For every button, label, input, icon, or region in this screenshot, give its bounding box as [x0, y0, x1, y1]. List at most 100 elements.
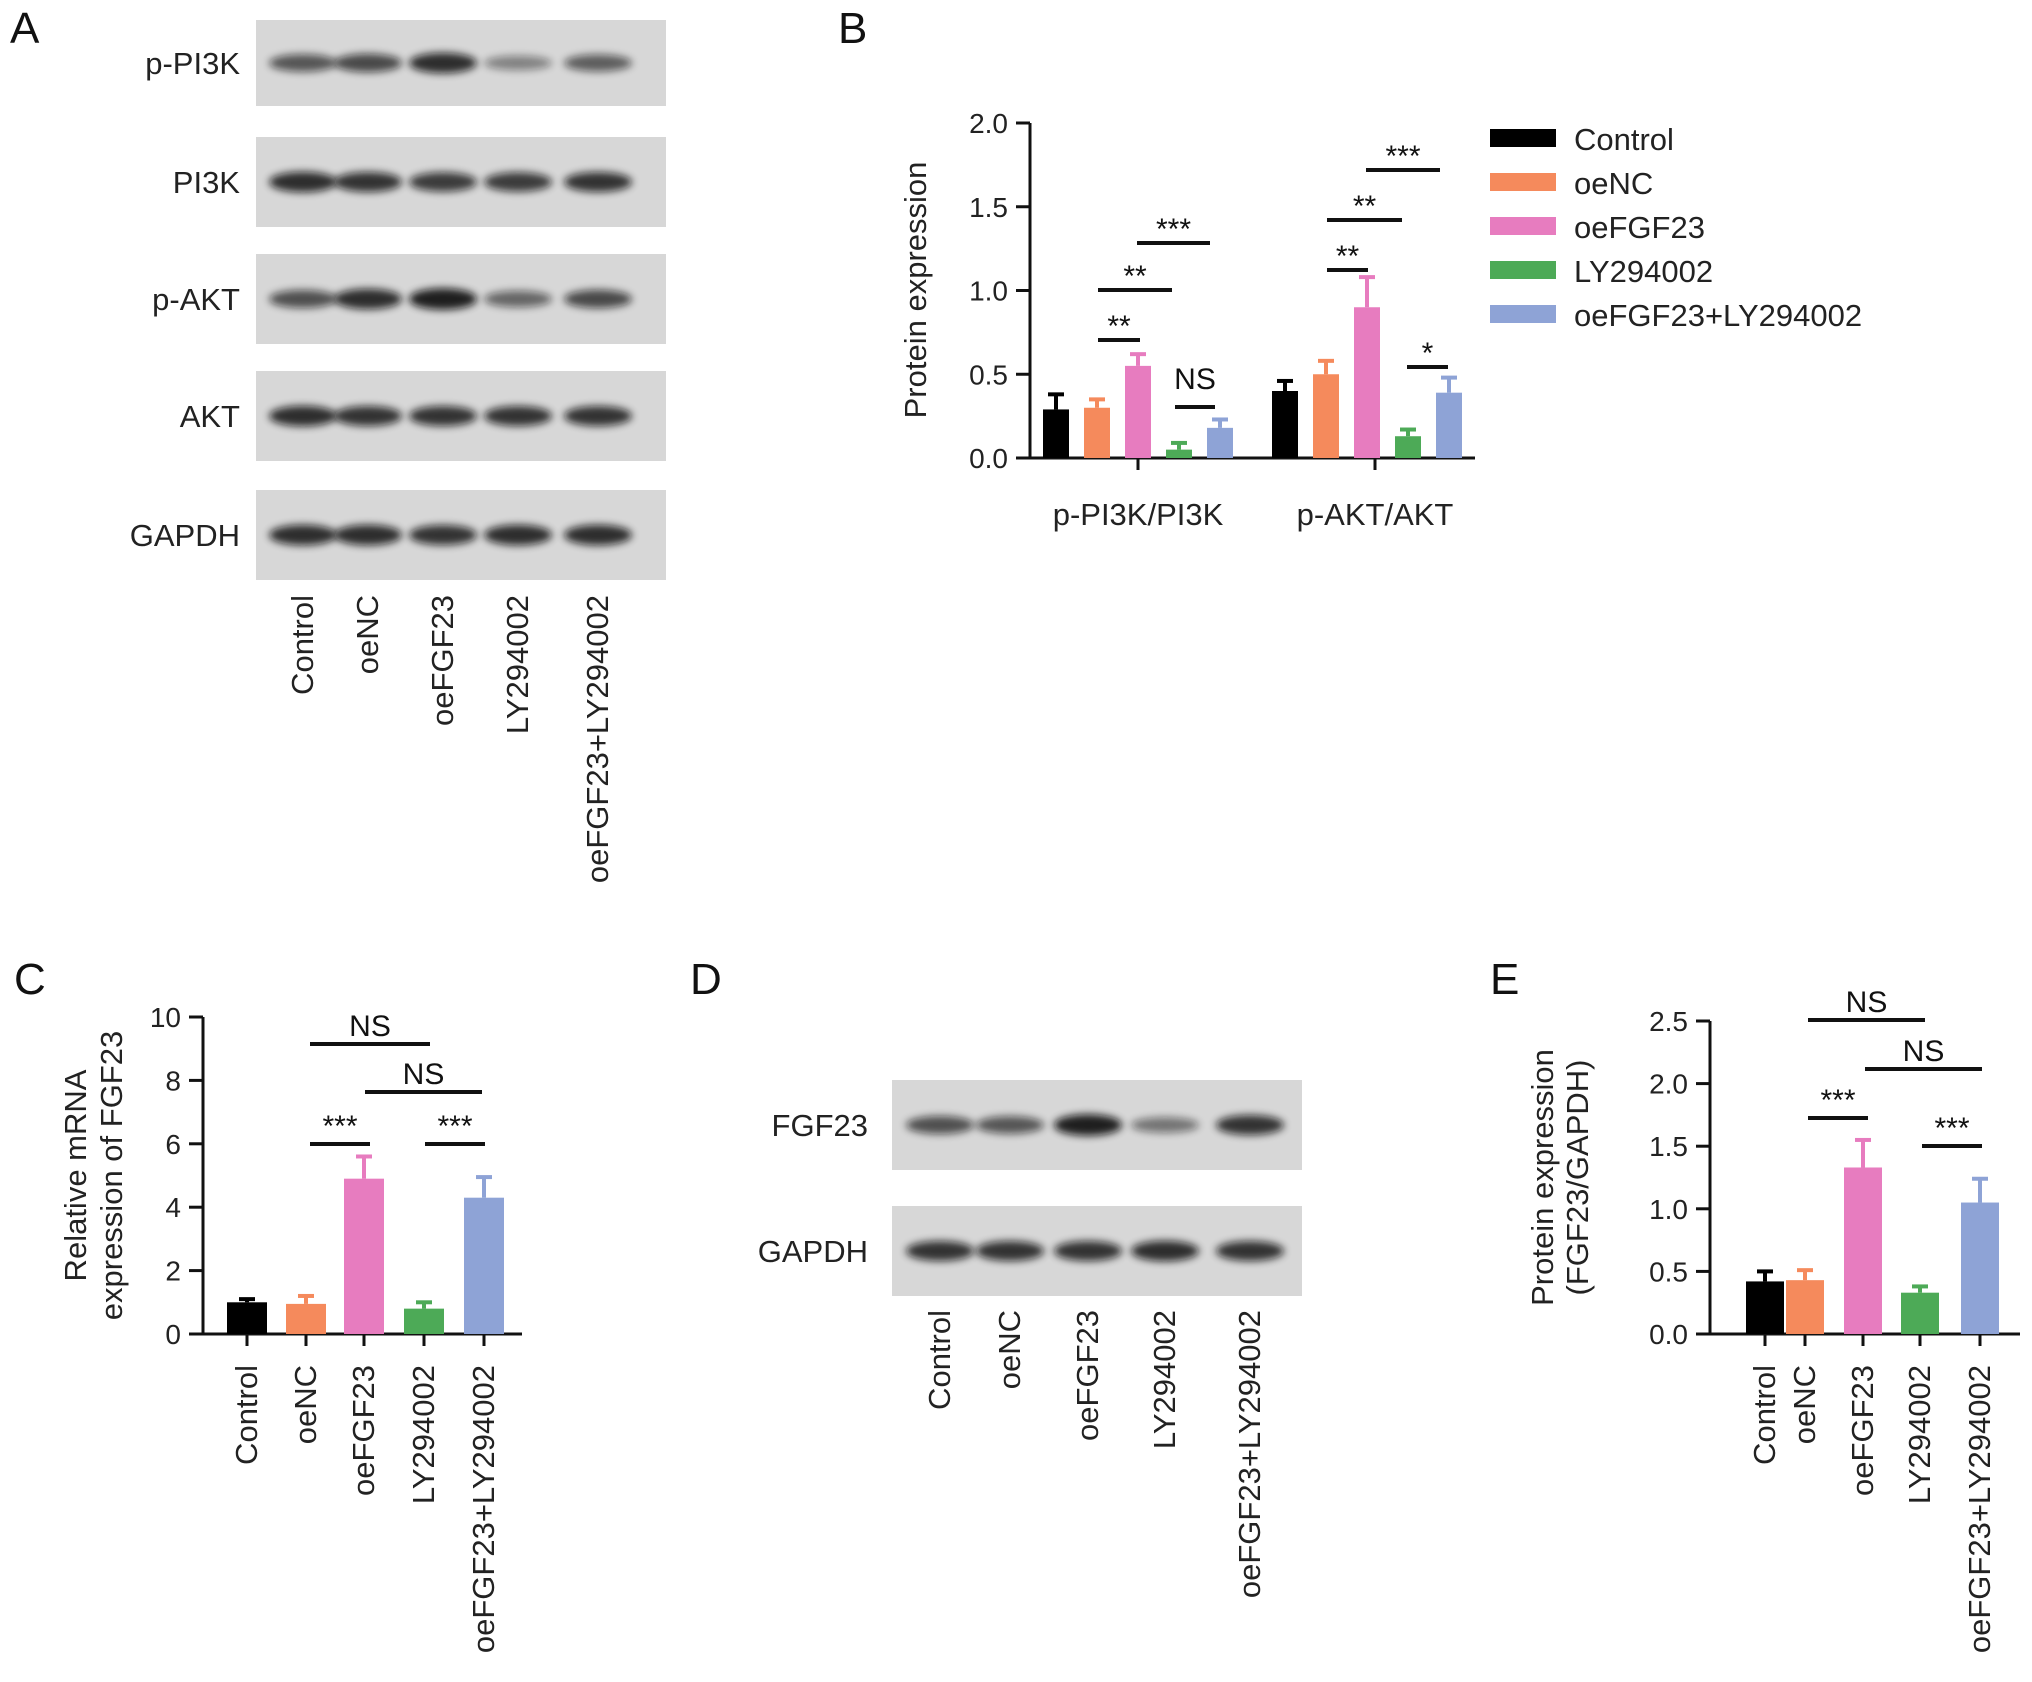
- y-tick-label: 2.0: [1649, 1069, 1688, 1100]
- y-tick-label: 10: [150, 1002, 181, 1033]
- blot-band: [409, 52, 477, 74]
- blot-band: [906, 1116, 974, 1134]
- blot-band: [269, 54, 337, 72]
- y-tick-label: 6: [165, 1129, 181, 1160]
- x-category-label: Control: [229, 1365, 264, 1465]
- lane-label: oeFGF23: [425, 595, 460, 726]
- significance-label: ***: [322, 1110, 357, 1143]
- bar-oefgf23-ly294002: [1207, 427, 1233, 458]
- x-category-label: Control: [1747, 1365, 1782, 1465]
- blot-band: [484, 406, 552, 426]
- panel-letter-c: C: [14, 955, 46, 1004]
- y-axis-title: Protein expression: [1525, 1049, 1560, 1306]
- blot-band: [334, 524, 402, 546]
- significance-label: *: [1422, 337, 1434, 370]
- y-tick-label: 1.0: [1649, 1194, 1688, 1225]
- lane-label: LY294002: [1147, 1310, 1182, 1449]
- x-category-label: oeFGF23: [346, 1365, 381, 1496]
- bar-oefgf23-ly294002: [1961, 1202, 1999, 1334]
- y-tick-label: 2.0: [969, 108, 1008, 139]
- significance-label: NS: [403, 1058, 445, 1091]
- y-tick-label: 0: [165, 1319, 181, 1350]
- blot-row-label: FGF23: [772, 1108, 868, 1143]
- significance-label: **: [1123, 260, 1147, 293]
- bar-oenc: [1084, 407, 1110, 458]
- significance-label: **: [1107, 310, 1131, 343]
- bar-ly294002: [1395, 436, 1421, 458]
- blot-band: [564, 172, 632, 192]
- bar-oenc: [1313, 374, 1339, 458]
- blot-band: [1131, 1117, 1199, 1133]
- blot-band: [484, 524, 552, 546]
- legend-label: Control: [1574, 122, 1674, 157]
- bar-oefgf23: [1125, 365, 1151, 458]
- y-tick-label: 0.5: [969, 359, 1008, 390]
- blot-band: [1216, 1241, 1284, 1261]
- panel-letter-a: A: [10, 4, 40, 53]
- lane-label: Control: [922, 1310, 957, 1410]
- x-category-label: oeFGF23+LY294002: [1962, 1365, 1997, 1653]
- blot-band: [564, 54, 632, 72]
- bar-oenc: [1786, 1280, 1824, 1334]
- legend-swatch: [1490, 217, 1556, 235]
- panel-letter-d: D: [690, 955, 722, 1004]
- blot-band: [1054, 1241, 1122, 1261]
- bar-oefgf23-ly294002: [464, 1197, 504, 1334]
- blot-band: [409, 288, 477, 310]
- panel-letter-e: E: [1490, 955, 1519, 1004]
- legend-label: oeFGF23+LY294002: [1574, 298, 1862, 333]
- blot-band: [269, 524, 337, 546]
- significance-label: ***: [1820, 1084, 1855, 1117]
- blot-band: [334, 406, 402, 426]
- lane-label: oeFGF23+LY294002: [1232, 1310, 1267, 1598]
- blot-band: [564, 524, 632, 546]
- blot-row-label: p-AKT: [152, 282, 240, 317]
- significance-label: NS: [1174, 363, 1216, 396]
- blot-band: [976, 1241, 1044, 1261]
- y-tick-label: 8: [165, 1065, 181, 1096]
- blot-band: [269, 290, 337, 308]
- x-category-label: p-PI3K/PI3K: [1053, 497, 1224, 532]
- blot-band: [269, 171, 337, 193]
- bar-oefgf23-ly294002: [1436, 392, 1462, 458]
- y-axis-title: Relative mRNA: [58, 1069, 93, 1281]
- lane-label: Control: [285, 595, 320, 695]
- significance-label: ***: [1934, 1112, 1969, 1145]
- x-category-label: oeNC: [288, 1365, 323, 1444]
- blot-band: [484, 55, 552, 71]
- y-tick-label: 0.0: [969, 443, 1008, 474]
- bar-oenc: [286, 1303, 326, 1334]
- y-axis-title: expression of FGF23: [94, 1031, 129, 1320]
- significance-label: ***: [1156, 213, 1191, 246]
- legend-swatch: [1490, 261, 1556, 279]
- bar-ly294002: [1901, 1292, 1939, 1334]
- bar-control: [1272, 391, 1298, 458]
- blot-band: [1131, 1240, 1199, 1262]
- blot-band: [409, 406, 477, 426]
- blot-band: [334, 53, 402, 73]
- blot-band: [484, 290, 552, 308]
- bar-control: [1043, 409, 1069, 458]
- y-tick-label: 1.5: [1649, 1131, 1688, 1162]
- x-category-label: LY294002: [1902, 1365, 1937, 1504]
- y-tick-label: 4: [165, 1192, 181, 1223]
- blot-band: [409, 525, 477, 545]
- blot-d: FGF23 GAPDH Control oeNC oeFGF23 LY294002 oeFG…: [758, 1080, 1302, 1598]
- y-tick-label: 0.0: [1649, 1319, 1688, 1350]
- blot-row-label: GAPDH: [758, 1234, 868, 1269]
- lane-label: oeNC: [350, 595, 385, 674]
- panel-letter-b: B: [838, 4, 867, 53]
- legend-label: oeNC: [1574, 166, 1653, 201]
- blot-band: [334, 172, 402, 192]
- blot-row-label: GAPDH: [130, 518, 240, 553]
- blot-row-label: PI3K: [173, 165, 241, 200]
- x-category-label: oeFGF23+LY294002: [466, 1365, 501, 1653]
- bar-control: [227, 1302, 267, 1334]
- significance-label: ***: [1385, 140, 1420, 173]
- y-axis-title: Protein expression: [898, 162, 933, 419]
- y-tick-label: 1.0: [969, 276, 1008, 307]
- blot-band: [564, 289, 632, 309]
- blot-band: [484, 172, 552, 192]
- lane-label: oeNC: [992, 1310, 1027, 1389]
